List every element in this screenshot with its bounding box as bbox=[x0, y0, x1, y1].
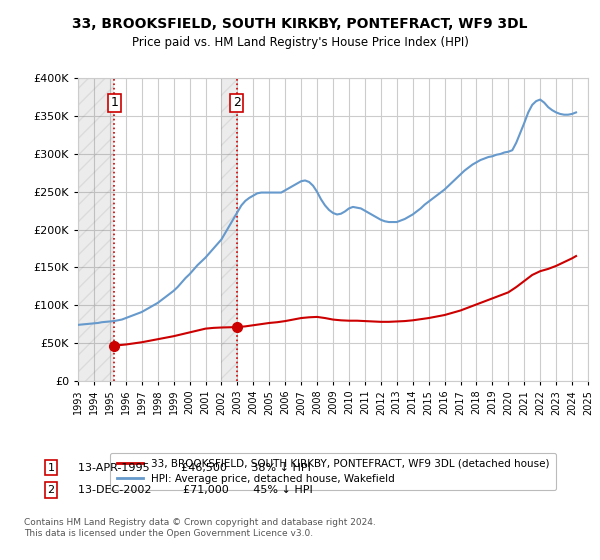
Text: 2: 2 bbox=[233, 96, 241, 109]
Text: Price paid vs. HM Land Registry's House Price Index (HPI): Price paid vs. HM Land Registry's House … bbox=[131, 36, 469, 49]
Text: 1: 1 bbox=[110, 96, 118, 109]
Legend: 33, BROOKSFIELD, SOUTH KIRKBY, PONTEFRACT, WF9 3DL (detached house), HPI: Averag: 33, BROOKSFIELD, SOUTH KIRKBY, PONTEFRAC… bbox=[110, 452, 556, 490]
Text: 1: 1 bbox=[47, 463, 55, 473]
Text: 2: 2 bbox=[47, 485, 55, 495]
Bar bbox=[221, 78, 238, 381]
Text: 13-APR-1995         £46,500       38% ↓ HPI: 13-APR-1995 £46,500 38% ↓ HPI bbox=[78, 463, 311, 473]
Text: 33, BROOKSFIELD, SOUTH KIRKBY, PONTEFRACT, WF9 3DL: 33, BROOKSFIELD, SOUTH KIRKBY, PONTEFRAC… bbox=[72, 17, 528, 31]
Text: 13-DEC-2002         £71,000       45% ↓ HPI: 13-DEC-2002 £71,000 45% ↓ HPI bbox=[78, 485, 313, 495]
Text: Contains HM Land Registry data © Crown copyright and database right 2024.
This d: Contains HM Land Registry data © Crown c… bbox=[24, 518, 376, 538]
Bar bbox=[78, 78, 115, 381]
